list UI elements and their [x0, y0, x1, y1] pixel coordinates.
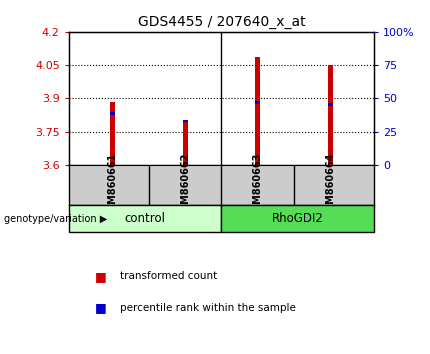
Text: RhoGDI2: RhoGDI2 [272, 212, 324, 225]
Text: transformed count: transformed count [120, 271, 218, 281]
Bar [221, 205, 374, 232]
Bar [69, 205, 221, 232]
Bar [255, 101, 260, 104]
Text: genotype/variation ▶: genotype/variation ▶ [4, 213, 108, 224]
Text: GSM860663: GSM860663 [253, 153, 263, 218]
Bar [110, 112, 115, 115]
Bar [183, 122, 187, 165]
Bar [328, 65, 333, 165]
Title: GDS4455 / 207640_x_at: GDS4455 / 207640_x_at [138, 16, 305, 29]
Text: GSM860664: GSM860664 [326, 153, 335, 218]
Text: percentile rank within the sample: percentile rank within the sample [120, 303, 296, 313]
Bar [183, 120, 187, 122]
Text: control: control [125, 212, 166, 225]
Text: GSM860662: GSM860662 [180, 153, 190, 218]
Text: ■: ■ [95, 270, 106, 282]
Bar [255, 57, 260, 165]
Text: ■: ■ [95, 302, 106, 314]
Text: GSM860661: GSM860661 [108, 153, 117, 218]
Bar [110, 102, 115, 165]
Bar [328, 103, 333, 106]
